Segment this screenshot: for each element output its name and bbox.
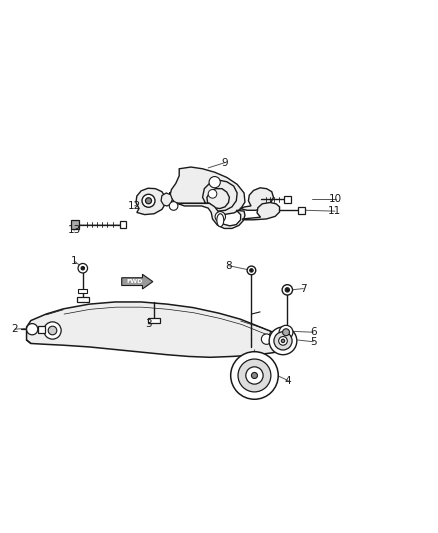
Text: 4: 4 [285,376,292,386]
Text: 3: 3 [145,319,152,329]
FancyBboxPatch shape [298,207,304,214]
FancyBboxPatch shape [148,318,160,322]
Circle shape [250,269,253,272]
Circle shape [246,367,263,384]
Circle shape [238,359,271,392]
Polygon shape [240,188,273,211]
Circle shape [283,329,290,336]
Circle shape [81,266,85,270]
FancyBboxPatch shape [284,196,291,203]
Circle shape [282,285,293,295]
Text: 13: 13 [67,225,81,235]
Circle shape [215,212,226,222]
Circle shape [209,176,220,188]
Ellipse shape [217,214,224,227]
Circle shape [279,325,293,339]
Text: 12: 12 [128,201,141,211]
Circle shape [44,322,61,339]
Text: 8: 8 [225,261,232,271]
Circle shape [251,373,258,378]
Circle shape [285,288,290,292]
FancyBboxPatch shape [38,326,45,333]
Polygon shape [170,167,245,215]
Circle shape [169,201,178,211]
Circle shape [247,266,256,274]
FancyBboxPatch shape [71,220,79,229]
Polygon shape [27,302,293,357]
FancyBboxPatch shape [78,289,87,293]
Polygon shape [161,193,172,206]
Circle shape [78,263,88,273]
Circle shape [270,332,276,338]
Polygon shape [122,274,153,289]
Circle shape [281,339,285,343]
Circle shape [261,334,272,344]
Circle shape [231,352,278,399]
Text: 1: 1 [71,256,78,266]
Circle shape [27,324,38,335]
Circle shape [145,198,152,204]
Text: 2: 2 [11,324,18,334]
Circle shape [142,195,155,207]
Polygon shape [136,188,166,215]
Text: 9: 9 [221,158,228,168]
Circle shape [269,327,297,355]
FancyBboxPatch shape [77,297,89,302]
Text: 10: 10 [329,195,343,205]
Circle shape [279,336,287,345]
Text: 5: 5 [310,337,317,347]
Text: 11: 11 [328,206,342,216]
Circle shape [208,190,217,198]
Circle shape [48,326,57,335]
Text: FWD: FWD [126,279,142,284]
Text: 6: 6 [310,327,317,337]
Text: 7: 7 [300,284,307,294]
Polygon shape [243,203,279,220]
Circle shape [274,332,292,350]
FancyBboxPatch shape [120,221,127,229]
Polygon shape [170,192,245,229]
